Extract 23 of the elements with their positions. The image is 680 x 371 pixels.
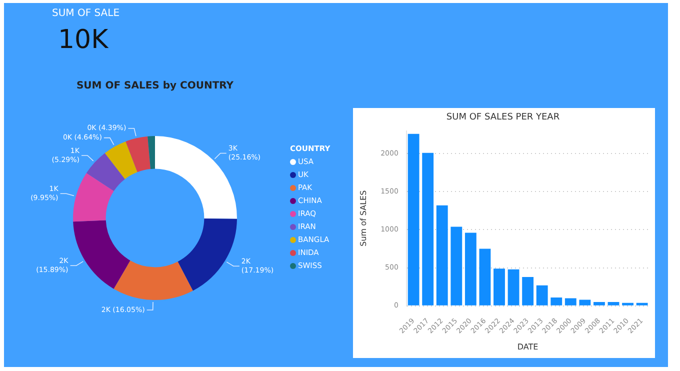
text: SUM OF SALE (52, 8, 121, 19)
bar (522, 276, 534, 306)
y-axis-title: Sum of SALES (358, 190, 368, 246)
bar (636, 302, 648, 306)
bar (550, 297, 562, 306)
bar (508, 269, 520, 306)
bar (622, 302, 634, 306)
bar (579, 300, 591, 306)
bar (479, 248, 491, 306)
bar (564, 298, 576, 306)
bar (436, 205, 448, 306)
bar (594, 302, 605, 306)
bar (408, 134, 420, 306)
bar (608, 302, 620, 306)
bar (536, 285, 548, 306)
chart-title: SUM OF SALES PER YEAR (446, 112, 560, 123)
bar (494, 268, 505, 306)
bar (422, 152, 434, 306)
bar (450, 226, 462, 306)
text: 10K (58, 25, 110, 55)
x-axis-title: DATE (517, 342, 538, 352)
chart-title: SUM OF SALES by COUNTRY (76, 80, 234, 92)
bar (464, 232, 476, 306)
